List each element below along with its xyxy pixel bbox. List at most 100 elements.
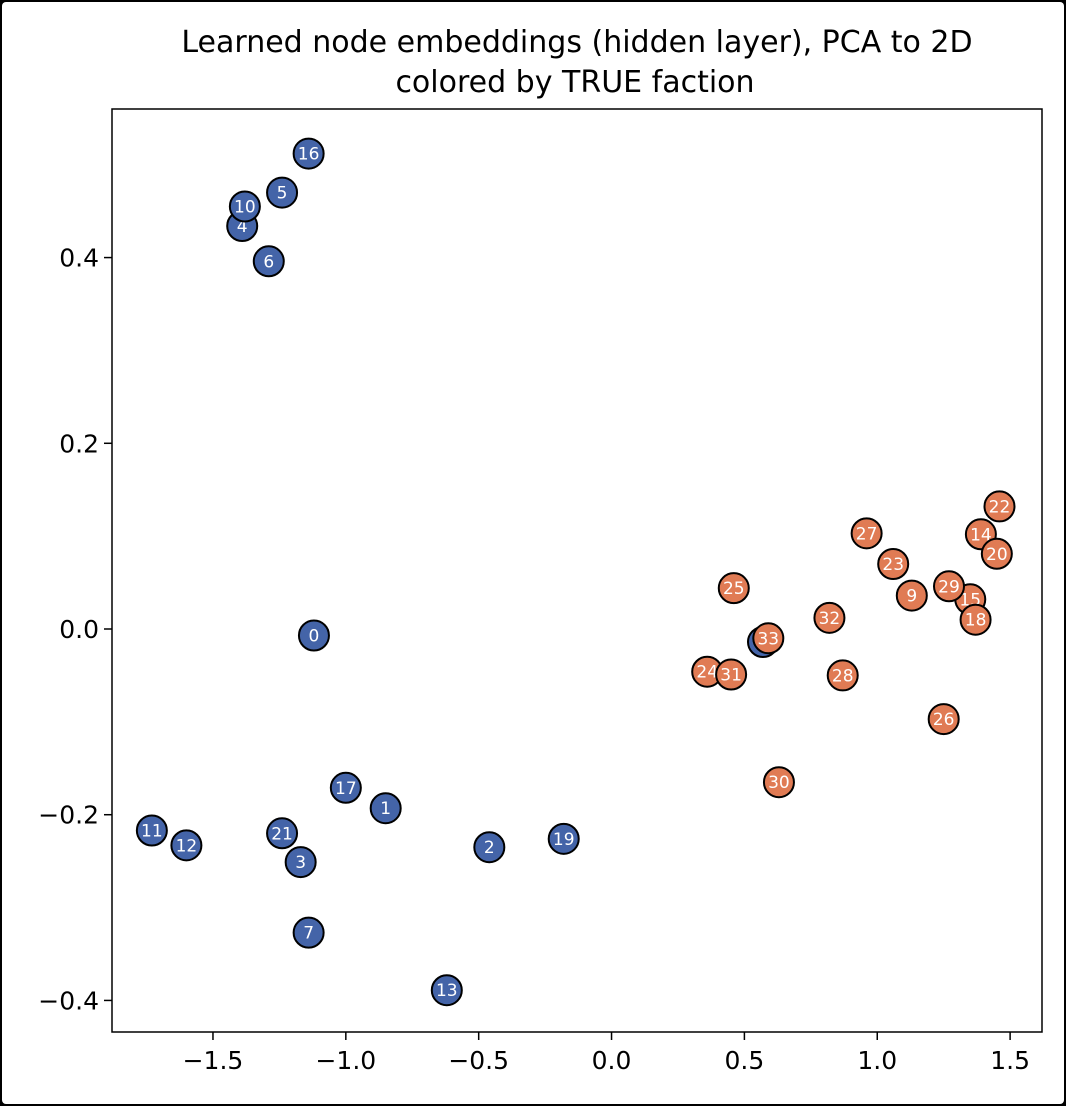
node-label: 26 bbox=[933, 710, 955, 730]
y-tick-label: 0.4 bbox=[59, 244, 99, 273]
data-points: 0123456789101112131415161718192021222324… bbox=[135, 137, 1016, 1007]
node-marker bbox=[430, 974, 463, 1007]
node-point-5: 5 bbox=[266, 176, 299, 209]
node-point-23: 23 bbox=[877, 548, 910, 580]
node-label: 3 bbox=[295, 853, 306, 873]
node-point-6: 6 bbox=[252, 245, 285, 278]
x-tick-label: 1.0 bbox=[857, 1046, 897, 1075]
node-label: 23 bbox=[882, 555, 904, 575]
node-marker bbox=[266, 176, 299, 209]
node-label: 11 bbox=[141, 822, 163, 842]
node-label: 28 bbox=[832, 666, 854, 686]
y-tick-label: −0.2 bbox=[38, 801, 99, 830]
node-marker bbox=[813, 601, 846, 634]
node-marker bbox=[717, 572, 750, 605]
node-marker bbox=[762, 766, 795, 799]
chart-subtitle: colored by TRUE faction bbox=[395, 65, 754, 100]
node-label: 33 bbox=[757, 629, 779, 649]
node-point-3: 3 bbox=[284, 846, 317, 879]
node-label: 9 bbox=[906, 587, 917, 607]
node-marker bbox=[980, 537, 1013, 570]
node-marker bbox=[135, 814, 168, 847]
node-point-11: 11 bbox=[135, 814, 168, 847]
x-tick-label: −1.0 bbox=[315, 1046, 376, 1075]
node-label: 0 bbox=[309, 627, 320, 647]
node-label: 29 bbox=[938, 577, 960, 597]
node-label: 27 bbox=[856, 524, 878, 544]
node-label: 4 bbox=[237, 217, 248, 237]
node-point-21: 21 bbox=[266, 817, 299, 850]
plot-area-frame bbox=[111, 108, 1043, 1033]
node-marker bbox=[983, 490, 1016, 523]
node-marker bbox=[329, 771, 362, 804]
node-point-16: 16 bbox=[292, 137, 325, 170]
node-marker bbox=[292, 916, 325, 949]
node-marker bbox=[752, 622, 785, 655]
node-label: 24 bbox=[696, 663, 718, 683]
node-label: 21 bbox=[271, 824, 293, 844]
node-point-27: 27 bbox=[850, 517, 883, 550]
node-marker bbox=[959, 603, 992, 636]
node-point-24: 24 bbox=[691, 655, 724, 688]
chart-title: Learned node embeddings (hidden layer), … bbox=[181, 25, 972, 60]
node-label: 22 bbox=[989, 497, 1011, 517]
x-tick-label: −0.5 bbox=[448, 1046, 509, 1075]
node-label: 17 bbox=[335, 779, 357, 799]
x-tick-label: −1.5 bbox=[183, 1046, 244, 1075]
node-point-12: 12 bbox=[170, 829, 203, 862]
node-point-25: 25 bbox=[717, 572, 750, 605]
x-tick-label: 0.0 bbox=[592, 1046, 632, 1075]
node-label: 12 bbox=[176, 836, 198, 856]
node-point-19: 19 bbox=[547, 822, 580, 855]
node-point-17: 17 bbox=[329, 771, 362, 804]
node-marker bbox=[927, 703, 960, 736]
node-marker bbox=[266, 817, 299, 850]
node-label: 1 bbox=[380, 799, 391, 819]
node-point-13: 13 bbox=[430, 974, 463, 1007]
node-label: 19 bbox=[553, 830, 575, 850]
node-point-31: 31 bbox=[715, 658, 748, 691]
node-label: 10 bbox=[234, 198, 256, 218]
node-label: 20 bbox=[986, 545, 1008, 565]
node-marker bbox=[473, 831, 506, 864]
node-label: 6 bbox=[263, 252, 274, 272]
node-point-0: 0 bbox=[297, 619, 330, 652]
node-marker bbox=[877, 548, 910, 580]
node-label: 14 bbox=[970, 525, 992, 545]
node-marker bbox=[826, 659, 859, 692]
node-label: 18 bbox=[965, 611, 987, 631]
y-tick-label: 0.0 bbox=[59, 615, 99, 644]
node-marker bbox=[170, 829, 203, 862]
node-label: 31 bbox=[720, 666, 742, 686]
node-marker bbox=[369, 792, 402, 825]
node-marker bbox=[228, 190, 261, 223]
node-label: 30 bbox=[768, 773, 790, 793]
node-point-28: 28 bbox=[826, 659, 859, 692]
node-label: 16 bbox=[298, 145, 320, 165]
node-point-33: 33 bbox=[752, 622, 785, 655]
node-label: 32 bbox=[819, 609, 841, 629]
node-point-18: 18 bbox=[959, 603, 992, 636]
node-point-2: 2 bbox=[473, 831, 506, 864]
node-point-26: 26 bbox=[927, 703, 960, 736]
node-point-20: 20 bbox=[980, 537, 1013, 570]
x-tick-label: 1.5 bbox=[990, 1046, 1030, 1075]
node-marker bbox=[933, 570, 965, 603]
axis-ticks: −1.5 −1.0 −0.5 0.0 0.5 1.0 1.5 −0.4 −0.2 0.0 0.2 0.… bbox=[38, 244, 1030, 1075]
node-marker bbox=[547, 822, 580, 855]
node-point-9: 9 bbox=[895, 579, 928, 612]
node-point-29: 29 bbox=[933, 570, 965, 603]
node-marker bbox=[895, 579, 928, 612]
node-point-32: 32 bbox=[813, 601, 846, 634]
node-label: 13 bbox=[436, 981, 458, 1001]
node-marker bbox=[284, 846, 317, 879]
node-marker bbox=[292, 137, 325, 170]
y-tick-label: −0.4 bbox=[38, 986, 99, 1015]
x-tick-label: 0.5 bbox=[725, 1046, 765, 1075]
node-label: 2 bbox=[484, 838, 495, 858]
node-label: 5 bbox=[277, 184, 288, 204]
y-tick-label: 0.2 bbox=[59, 429, 99, 458]
node-marker bbox=[297, 619, 330, 652]
node-point-22: 22 bbox=[983, 490, 1016, 523]
